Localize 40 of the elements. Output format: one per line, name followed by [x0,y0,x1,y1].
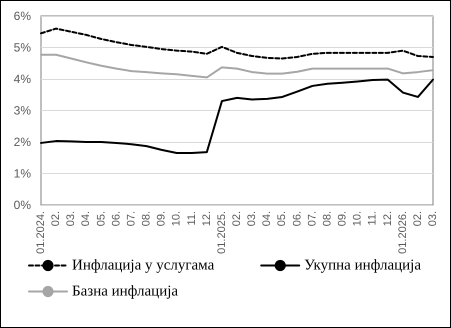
x-tick-label: 09. [336,211,349,226]
x-tick-label: 08. [140,211,153,226]
x-tick-label: 04. [261,211,274,226]
x-tick-label: 07. [306,211,318,226]
y-tick-label: 5% [14,40,32,54]
y-tick-label: 0% [14,198,32,212]
x-tick-label: 06. [110,211,122,226]
x-tick-label: 03. [427,211,439,226]
x-tick-label: 12. [382,211,394,226]
x-tick-label: 01.2026. [396,211,409,254]
x-tick-label: 01.2024. [35,211,47,254]
y-tick-label: 3% [14,104,32,118]
x-tick-label: 09. [156,211,168,226]
y-tick-label: 1% [14,166,32,180]
x-tick-label: 06. [291,211,304,226]
x-tick-label: 10. [170,211,183,226]
x-tick-label: 04. [80,211,92,226]
x-tick-label: 11. [366,211,379,226]
x-tick-label: 08. [321,211,334,226]
x-tick-label: 10. [352,211,364,226]
x-tick-label: 07. [125,211,138,226]
x-tick-label: 05. [95,211,108,226]
x-tick-label: 02. [412,211,424,226]
legend-label: Укупна инфлација [304,258,422,274]
line-series [40,78,434,154]
x-tick-label: 02. [50,211,62,226]
line-series [40,54,434,78]
x-tick-label: 01.2025. [216,211,228,254]
line-series [40,28,434,60]
y-tick-label: 2% [14,135,32,149]
legend-label: Базна инфлација [72,284,178,300]
x-tick-label: 11. [186,211,198,226]
x-tick-label: 03. [65,211,78,226]
x-tick-label: 12. [200,211,213,226]
x-tick-label: 03. [246,211,258,226]
y-tick-label: 4% [14,72,32,86]
legend-label: Инфлација у услугама [72,258,215,274]
x-tick-label: 02. [231,211,243,226]
y-tick-label: 6% [14,9,32,23]
x-tick-label: 05. [276,211,288,226]
